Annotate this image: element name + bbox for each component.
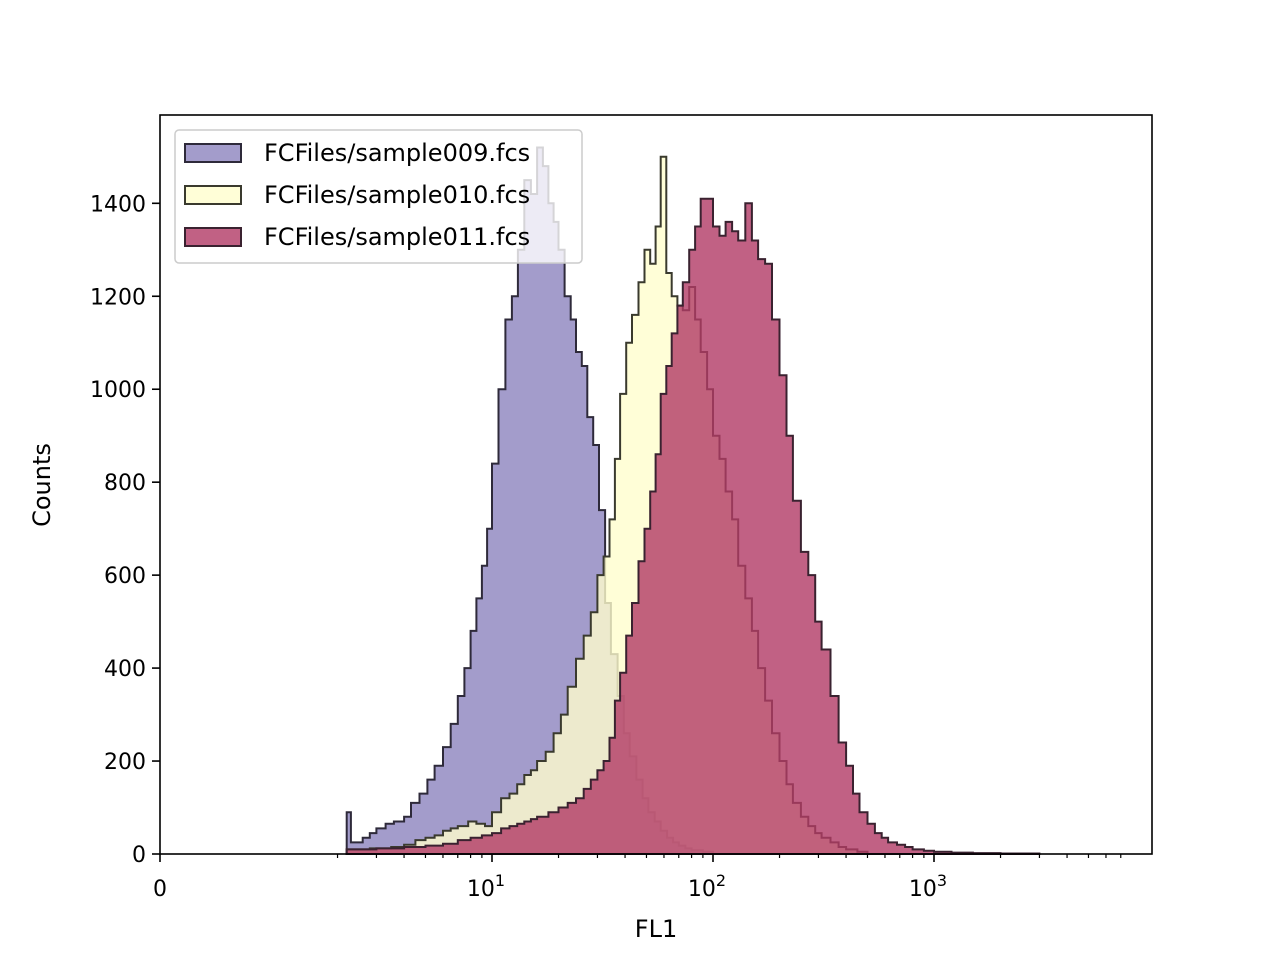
x-axis-label: FL1 xyxy=(635,915,677,943)
legend-label: FCFiles/sample009.fcs xyxy=(264,139,530,167)
legend-swatch xyxy=(184,185,242,205)
y-tick-label: 1400 xyxy=(90,192,146,217)
legend-swatch xyxy=(184,143,242,163)
y-tick-label: 400 xyxy=(104,657,146,682)
x-tick-label: 0 xyxy=(153,877,167,902)
y-tick-label: 1200 xyxy=(90,285,146,310)
y-tick-label: 800 xyxy=(104,471,146,496)
legend: FCFiles/sample009.fcs FCFiles/sample010.f… xyxy=(174,129,583,264)
y-tick-label: 1000 xyxy=(90,378,146,403)
legend-label: FCFiles/sample011.fcs xyxy=(264,223,530,251)
legend-box xyxy=(174,129,583,264)
y-axis-label: Counts xyxy=(28,443,56,527)
y-axis: 0 200 400 600 800 1000 1200 1400 xyxy=(90,192,160,868)
axes-frame xyxy=(159,114,1153,855)
y-tick-label: 600 xyxy=(104,564,146,589)
y-tick-label: 200 xyxy=(104,750,146,775)
legend-swatch xyxy=(184,227,242,247)
series-3-histogram xyxy=(345,197,1041,855)
x-axis: 0 101 102 103 xyxy=(153,854,1122,902)
y-tick-label: 0 xyxy=(132,843,146,868)
legend-label: FCFiles/sample010.fcs xyxy=(264,181,530,209)
